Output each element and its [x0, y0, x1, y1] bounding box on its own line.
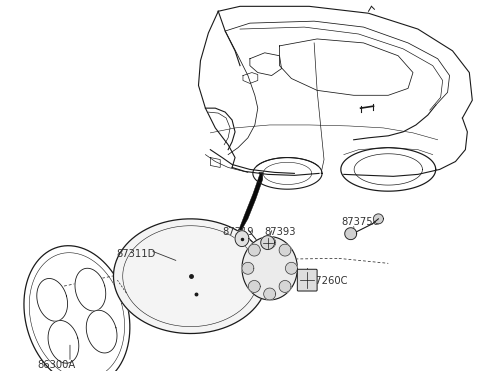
Polygon shape	[373, 214, 384, 224]
Polygon shape	[286, 262, 297, 274]
Polygon shape	[238, 172, 263, 233]
Text: 87375C: 87375C	[342, 217, 380, 227]
Polygon shape	[345, 228, 357, 240]
Polygon shape	[75, 268, 106, 311]
Polygon shape	[279, 244, 291, 256]
Polygon shape	[248, 280, 260, 292]
Polygon shape	[248, 244, 260, 256]
Polygon shape	[279, 280, 291, 292]
Polygon shape	[37, 279, 68, 321]
FancyBboxPatch shape	[297, 269, 317, 291]
Text: 87311D: 87311D	[117, 248, 156, 258]
Text: 87260C: 87260C	[309, 276, 348, 286]
Polygon shape	[113, 219, 268, 334]
Text: 86300A: 86300A	[37, 360, 76, 370]
Polygon shape	[264, 288, 276, 300]
Polygon shape	[261, 236, 275, 249]
Polygon shape	[86, 310, 117, 353]
Polygon shape	[264, 237, 276, 248]
Polygon shape	[242, 262, 254, 274]
Text: 87393: 87393	[264, 227, 296, 237]
Polygon shape	[48, 321, 79, 363]
Polygon shape	[242, 237, 297, 300]
Text: 87319: 87319	[222, 227, 254, 237]
Polygon shape	[235, 231, 249, 246]
